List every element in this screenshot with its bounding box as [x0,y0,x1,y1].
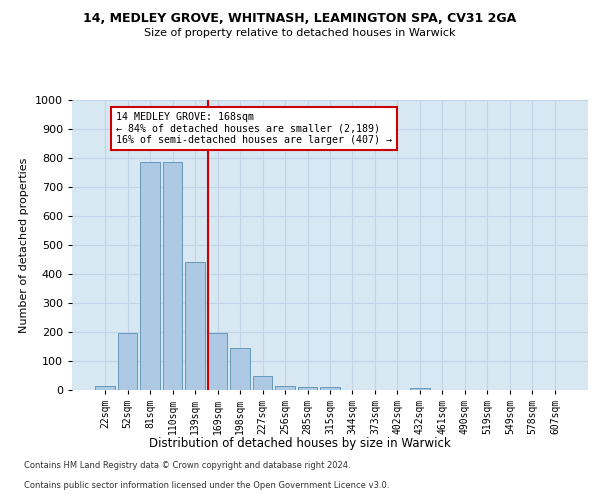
Bar [275,386,295,390]
Bar [140,162,160,390]
Bar [185,262,205,390]
Bar [118,334,137,390]
Bar [230,348,250,390]
Bar [95,386,115,390]
Text: Contains public sector information licensed under the Open Government Licence v3: Contains public sector information licen… [24,481,389,490]
Text: Contains HM Land Registry data © Crown copyright and database right 2024.: Contains HM Land Registry data © Crown c… [24,461,350,470]
Bar [163,162,182,390]
Text: Size of property relative to detached houses in Warwick: Size of property relative to detached ho… [144,28,456,38]
Text: 14 MEDLEY GROVE: 168sqm
← 84% of detached houses are smaller (2,189)
16% of semi: 14 MEDLEY GROVE: 168sqm ← 84% of detache… [116,112,392,145]
Bar [208,334,227,390]
Bar [298,387,317,390]
Text: 14, MEDLEY GROVE, WHITNASH, LEAMINGTON SPA, CV31 2GA: 14, MEDLEY GROVE, WHITNASH, LEAMINGTON S… [83,12,517,26]
Bar [253,376,272,390]
Bar [320,387,340,390]
Text: Distribution of detached houses by size in Warwick: Distribution of detached houses by size … [149,438,451,450]
Y-axis label: Number of detached properties: Number of detached properties [19,158,29,332]
Bar [410,388,430,390]
